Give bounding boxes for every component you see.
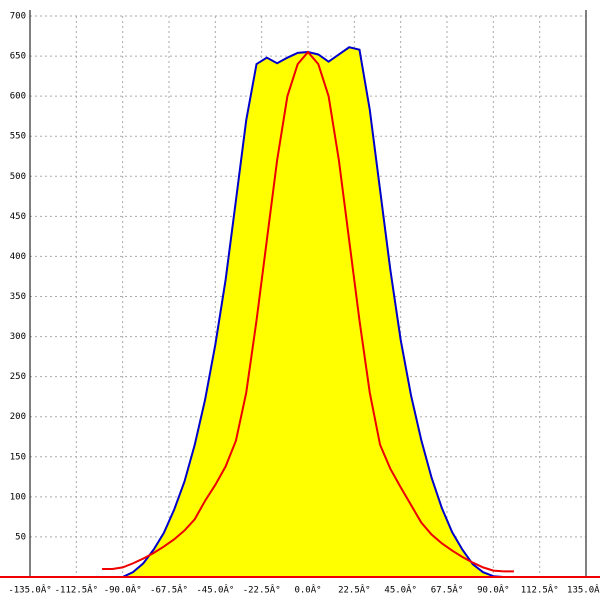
x-tick-label: -22.5Â°: [243, 584, 281, 596]
x-tick-label: -67.5Â°: [150, 584, 188, 596]
y-tick-label: 300: [10, 332, 26, 342]
x-tick-label: 45.0Â°: [384, 584, 417, 596]
line: [122, 46, 514, 578]
x-tick-label: -112.5Â°: [55, 584, 98, 596]
x-tick-label: -45.0Â°: [196, 584, 234, 596]
line: [102, 50, 514, 573]
y-tick-label: 250: [10, 372, 26, 382]
x-tick-label: 90.0Â°: [477, 584, 510, 596]
x-tick-label: 67.5Â°: [431, 584, 464, 596]
y-tick-label: 100: [10, 492, 26, 502]
x-tick-label: 22.5Â°: [338, 584, 371, 596]
y-tick-label: 350: [10, 292, 26, 302]
y-tick-label: 400: [10, 252, 26, 262]
x-tick-label: 112.5Â°: [521, 584, 559, 596]
x-tick-label: 135.0Â°: [567, 584, 600, 596]
area: [122, 47, 514, 577]
y-tick-label: 600: [10, 92, 26, 102]
y-tick-label: 450: [10, 212, 26, 222]
y-tick-label: 550: [10, 132, 26, 142]
y-tick-label: 700: [10, 12, 26, 22]
y-tick-label: 50: [15, 532, 26, 542]
y-tick-label: 500: [10, 172, 26, 182]
x-tick-label: -90.0Â°: [104, 584, 142, 596]
y-tick-label: 200: [10, 412, 26, 422]
y-tick-label: 650: [10, 52, 26, 62]
y-tick-label: 150: [10, 452, 26, 462]
x-tick-label: -135.0Â°: [8, 584, 51, 596]
x-tick-label: 0.0Â°: [294, 584, 321, 596]
